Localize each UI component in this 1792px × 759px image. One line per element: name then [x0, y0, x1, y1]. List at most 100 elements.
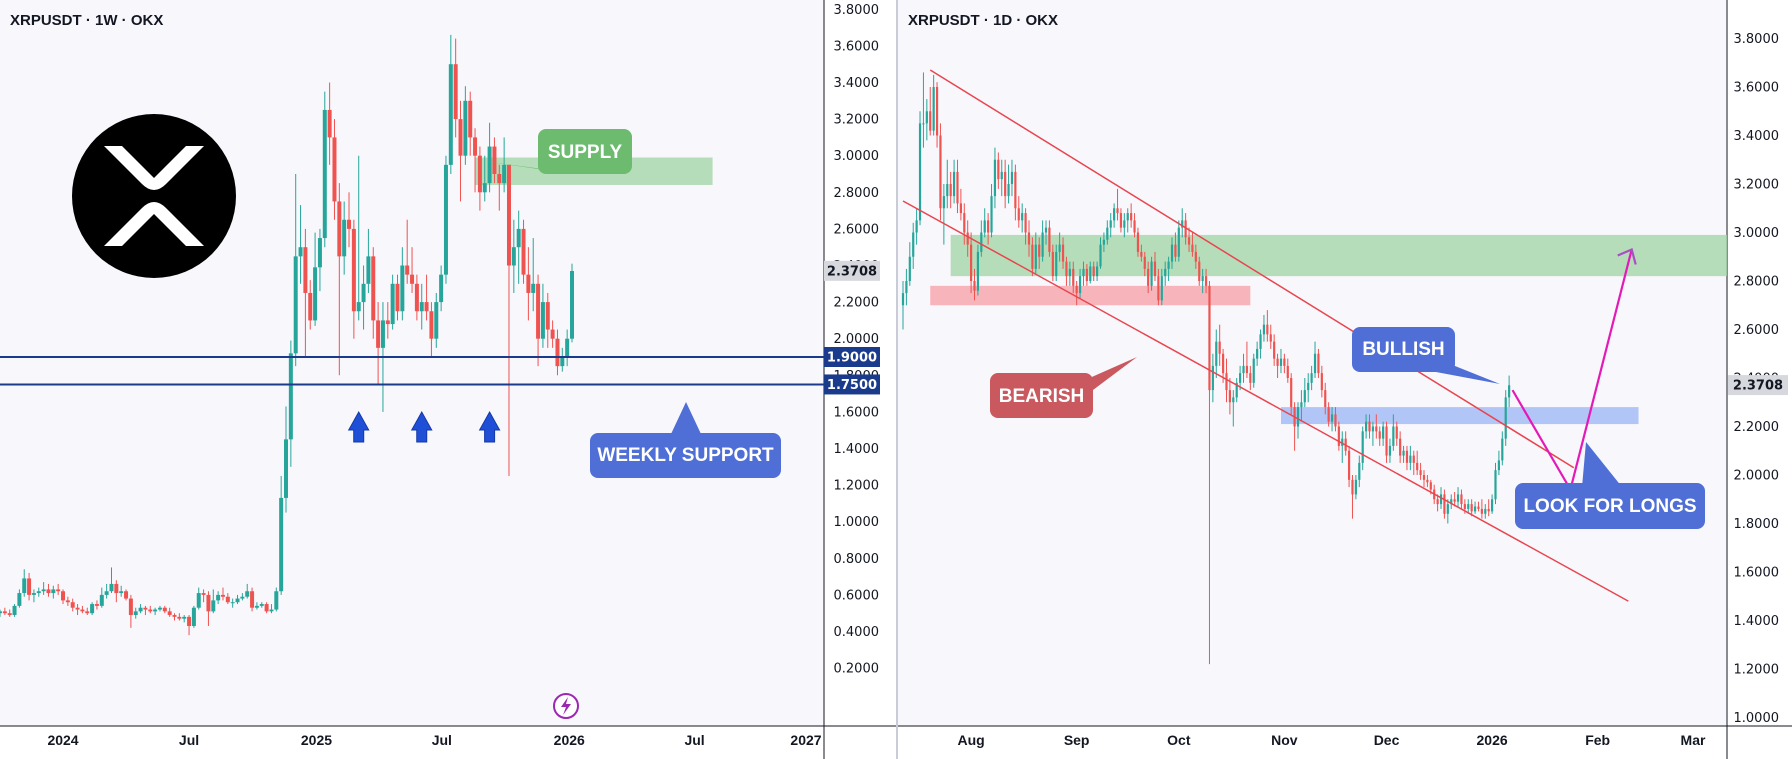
- weekly-time-axis[interactable]: 2024 Jul 2025 Jul 2026 Jul 2027: [47, 732, 821, 748]
- daily-time-axis[interactable]: Aug Sep Oct Nov Dec 2026 Feb Mar: [957, 732, 1706, 748]
- weekly-price-tick: 0.2000: [834, 662, 880, 677]
- daily-candle-body: [1436, 499, 1439, 505]
- weekly-price-tick: 3.2000: [834, 113, 880, 128]
- look-for-longs-annotation[interactable]: LOOK FOR LONGS: [1515, 442, 1705, 529]
- weekly-candle-body: [75, 607, 80, 610]
- weekly-candle-body: [298, 247, 303, 257]
- daily-price-tick: 2.2000: [1734, 420, 1780, 435]
- weekly-candle-body: [502, 164, 507, 184]
- daily-candle-body: [1419, 470, 1422, 475]
- weekly-candle-body: [536, 283, 541, 339]
- daily-plot-background[interactable]: [898, 0, 1726, 726]
- daily-candle-body: [1218, 341, 1221, 354]
- daily-candle-body: [1106, 227, 1109, 240]
- daily-candle-body: [1014, 171, 1017, 209]
- weekly-support-annotation[interactable]: WEEKLY SUPPORT: [590, 402, 781, 478]
- daily-candle-body: [1174, 244, 1177, 257]
- bearish-annotation[interactable]: BEARISH: [990, 357, 1137, 418]
- weekly-plot-background[interactable]: [0, 0, 824, 726]
- weekly-candle-body: [308, 292, 313, 321]
- daily-time-tick: Nov: [1271, 732, 1298, 748]
- daily-candle-body: [922, 123, 925, 125]
- support-price-lower: 1.7500: [827, 378, 877, 393]
- weekly-support-callout-pointer: [671, 402, 701, 434]
- weekly-candle-body: [119, 591, 124, 594]
- weekly-candle-body: [191, 607, 196, 627]
- weekly-candle-body: [366, 256, 371, 284]
- daily-candle-body: [1269, 334, 1272, 342]
- weekly-candle-body: [235, 598, 240, 603]
- weekly-candle-body: [361, 283, 366, 303]
- daily-candle-body: [1000, 171, 1003, 180]
- channel-lower-line[interactable]: [902, 200, 1629, 602]
- daily-candle-body: [915, 220, 918, 233]
- weekly-candle-body: [380, 320, 385, 348]
- weekly-candle-body: [12, 605, 17, 616]
- bearish-callout-pointer: [1085, 357, 1137, 396]
- channel-upper-line[interactable]: [929, 69, 1575, 469]
- daily-candle-body: [1157, 276, 1160, 301]
- daily-candle-body: [908, 256, 911, 281]
- weekly-price-tick: 0.6000: [834, 588, 880, 603]
- weekly-candle-body: [390, 283, 395, 325]
- weekly-candle-body: [429, 311, 434, 339]
- weekly-candle-body: [531, 283, 536, 293]
- weekly-candle-body: [356, 302, 361, 312]
- daily-candle-body: [1266, 324, 1269, 335]
- daily-candle-body: [925, 111, 928, 124]
- weekly-support-arrows: [347, 410, 501, 443]
- lightning-icon[interactable]: [553, 693, 579, 719]
- daily-candle-body: [1375, 426, 1378, 432]
- weekly-candle-body: [439, 274, 444, 303]
- weekly-last-price-tag: [824, 260, 880, 281]
- daily-candle-body: [1307, 382, 1310, 391]
- weekly-candle-body: [7, 613, 12, 616]
- weekly-candle-body: [85, 611, 90, 614]
- daily-candle-body: [1208, 285, 1211, 391]
- weekly-candles: [0, 34, 575, 636]
- weekly-time-tick: 2025: [301, 732, 332, 748]
- weekly-candle-body: [414, 283, 419, 312]
- weekly-candle-body: [206, 594, 211, 612]
- daily-candle-body: [963, 213, 966, 233]
- daily-candle-body: [1242, 365, 1245, 374]
- daily-candle-body: [1065, 261, 1068, 277]
- weekly-candle-body: [196, 593, 201, 608]
- daily-candle-body: [1439, 494, 1443, 505]
- weekly-chart-panel: SUPPLY WEEKLY SUPPORT 4.00003.80003.6000…: [0, 0, 896, 759]
- daily-candle-body: [935, 87, 939, 136]
- daily-candle-body: [1392, 426, 1395, 446]
- daily-candle-body: [1164, 268, 1167, 277]
- daily-price-tick: 3.0000: [1734, 226, 1780, 241]
- weekly-price-tick: 2.6000: [834, 222, 880, 237]
- daily-price-axis[interactable]: 3.8000 3.6000 3.4000 3.2000 3.0000 2.8000 2.60…: [1734, 32, 1780, 726]
- daily-candle-body: [1317, 353, 1320, 374]
- daily-candle-body: [1501, 438, 1504, 461]
- weekly-candle-body: [332, 137, 337, 202]
- daily-candle-body: [1508, 385, 1511, 398]
- weekly-price-tick: 2.8000: [834, 186, 880, 201]
- weekly-candle-body: [220, 594, 225, 597]
- bullish-annotation[interactable]: BULLISH: [1352, 327, 1500, 384]
- daily-candle-body: [1034, 244, 1037, 269]
- weekly-candle-body: [565, 338, 570, 357]
- daily-time-tick: 2026: [1477, 732, 1508, 748]
- daily-candle-body: [1351, 479, 1354, 495]
- weekly-candle-body: [104, 591, 109, 595]
- supply-label: SUPPLY: [548, 142, 623, 163]
- daily-candle-body: [1130, 213, 1133, 221]
- daily-price-tick: 1.0000: [1734, 711, 1780, 726]
- daily-candle-body: [1460, 494, 1463, 505]
- daily-candle-body: [993, 159, 997, 197]
- weekly-price-tick: 2.2000: [834, 296, 880, 311]
- daily-price-axis-background[interactable]: [1727, 0, 1792, 726]
- weekly-candle-body: [521, 228, 526, 275]
- daily-candle-body: [1072, 268, 1075, 286]
- weekly-price-tick: 3.6000: [834, 39, 880, 54]
- weekly-candle-body: [560, 357, 565, 367]
- daily-candle-body: [1123, 220, 1126, 228]
- weekly-candle-body: [70, 602, 75, 608]
- daily-candle-body: [997, 159, 1000, 180]
- supply-annotation[interactable]: SUPPLY: [484, 129, 632, 174]
- daily-candle-body: [1382, 426, 1385, 439]
